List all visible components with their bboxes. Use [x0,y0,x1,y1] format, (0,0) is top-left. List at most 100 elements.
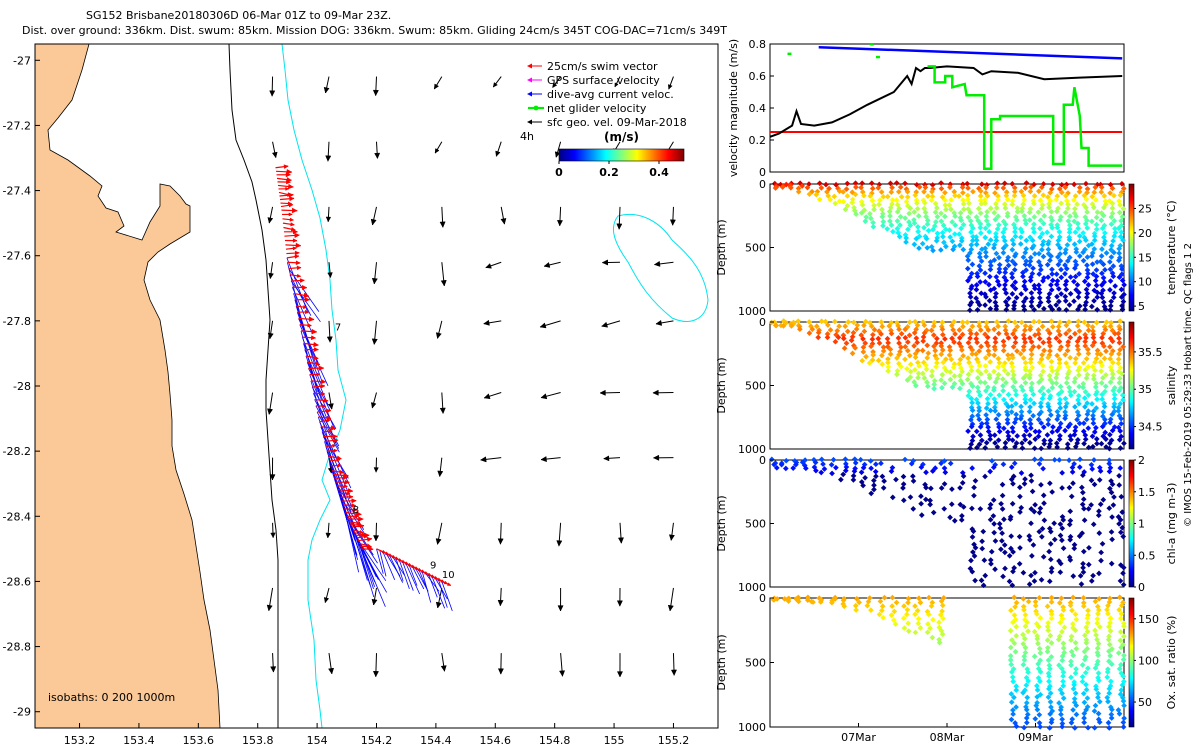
profile-sample [1022,399,1029,406]
profile-sample [1005,391,1012,398]
profile-sample [1101,355,1108,362]
profile-sample [1004,213,1011,220]
profile-sample [885,356,891,362]
profile-sample [880,614,886,621]
profile-sample [967,307,973,314]
profile-sample [1057,396,1063,403]
profile-sample [1071,278,1077,285]
profile-sample [894,208,901,215]
profile-sample [1121,715,1127,722]
profile-sample [1117,233,1124,240]
legend-entry: dive-avg current veloc. [527,88,674,101]
profile-sample [1108,711,1115,718]
profile-sample [905,339,911,345]
profile-sample [1045,274,1051,281]
profile-sample [1056,229,1063,235]
swim-vector [320,425,337,431]
profile-sample [960,504,967,510]
profile-sample [849,350,856,357]
profile-sample [924,342,931,349]
profile-sample [967,294,974,300]
profile-sample [1039,395,1046,402]
profile-sample [1058,266,1064,273]
profile-sample [821,466,828,472]
profile-sample [1011,192,1018,199]
profile-sample [994,180,1001,187]
map-x-tick-label: 154.2 [361,734,393,747]
profile-sample [1040,220,1047,227]
profile-sample [1030,412,1036,419]
profile-sample [969,465,976,471]
profile-sample [1107,615,1114,622]
profile-sample [996,359,1003,366]
profile-sample [888,612,895,618]
profile-sample [1102,416,1108,423]
profile-sample [869,185,876,192]
profile-sample [895,335,902,341]
profile-sample [1063,322,1070,329]
profile-sample [992,399,999,406]
profile-sample [974,339,980,346]
profile-colorbar-tick-label: 1 [1138,518,1145,531]
geo-velocity-arrow [652,454,674,461]
profile-sample [968,363,975,370]
profile-sample [988,262,994,269]
profile-sample [1017,241,1024,247]
profile-sample [1053,374,1060,381]
profile-sample [982,445,989,451]
profile-sample [992,216,999,223]
profile-sample [995,411,1002,418]
profile-sample [1106,658,1112,665]
profile-sample [973,351,979,357]
profile-sample [1036,289,1043,296]
profile-ylabel: Depth (m) [715,357,728,413]
profile-sample [1045,241,1051,247]
profile-sample [1066,457,1072,464]
profile-sample [1080,230,1086,236]
profile-sample [1092,277,1099,284]
profile-sample [918,500,924,507]
dac-vector [421,571,432,603]
profile-sample [816,180,823,187]
profile-sample [1118,420,1124,427]
profile-sample [1011,372,1017,378]
profile-sample [1064,258,1071,264]
profile-sample [1112,283,1119,289]
profile-sample [1028,351,1035,358]
profile-sample [932,347,939,354]
profile-sample [903,239,909,245]
profile-sample [965,257,972,263]
profile-sample [1036,428,1043,435]
profile-sample [1111,233,1118,239]
geo-velocity-arrow [556,522,563,547]
profile-sample [1066,384,1072,391]
profile-sample [854,596,860,602]
profile-sample [870,352,876,358]
profile-sample [957,242,963,249]
profile-sample [1082,632,1088,639]
profile-sample [943,356,949,363]
profile-sample [878,189,885,195]
dac-vector [402,561,414,591]
profile-sample [1083,416,1090,423]
profile-sample [996,266,1003,272]
geo-velocity-arrow [266,587,274,612]
map-x-tick-label: 154 [307,734,328,747]
profile-sample [1089,193,1096,200]
profile-sample [1018,188,1025,195]
profile-sample [958,238,965,244]
profile-sample [838,476,844,483]
profile-sample [1105,636,1112,643]
profile-sample [1071,541,1078,548]
profile-sample [1120,564,1127,571]
profile-sample [853,211,859,218]
profile-sample [969,505,975,512]
profile-sample [1062,395,1069,402]
profile-sample [992,339,999,346]
profile-sample [890,228,896,235]
profile-sample [879,323,886,330]
profile-colorbar-tick-label: 0.5 [1138,549,1156,562]
profile-sample [1048,599,1055,605]
profile-sample [1040,362,1046,369]
profile-sample [1100,212,1107,219]
